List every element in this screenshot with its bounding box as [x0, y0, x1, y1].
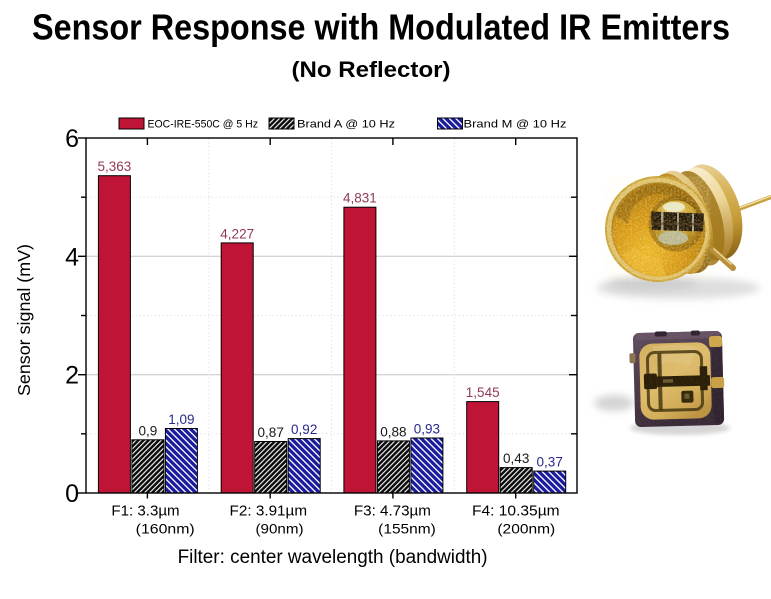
- svg-text:F1: 3.3µm: F1: 3.3µm: [111, 503, 179, 520]
- svg-text:0,87: 0,87: [258, 425, 284, 440]
- svg-text:Brand M @ 10 Hz: Brand M @ 10 Hz: [464, 119, 567, 131]
- svg-text:Sensor Response with Modulated: Sensor Response with Modulated IR Emitte…: [32, 7, 730, 48]
- svg-text:F2: 3.91µm: F2: 3.91µm: [230, 503, 308, 520]
- svg-text:6: 6: [65, 125, 79, 153]
- svg-text:0,37: 0,37: [537, 455, 563, 470]
- svg-text:(200nm): (200nm): [497, 521, 555, 537]
- svg-text:F3: 4.73µm: F3: 4.73µm: [354, 503, 431, 520]
- svg-text:(155nm): (155nm): [378, 521, 436, 537]
- svg-text:0,92: 0,92: [291, 422, 317, 437]
- svg-text:4,227: 4,227: [220, 226, 254, 241]
- svg-text:Brand A @ 10 Hz: Brand A @ 10 Hz: [297, 119, 395, 131]
- svg-text:2: 2: [65, 362, 79, 390]
- svg-text:EOC-IRE-550C @ 5 Hz: EOC-IRE-550C @ 5 Hz: [148, 119, 259, 131]
- svg-text:0: 0: [65, 480, 79, 508]
- svg-text:F4: 10.35µm: F4: 10.35µm: [472, 503, 560, 520]
- svg-text:1,545: 1,545: [466, 385, 500, 400]
- svg-text:(90nm): (90nm): [256, 521, 304, 537]
- svg-text:0,43: 0,43: [503, 451, 529, 466]
- svg-text:1,09: 1,09: [168, 412, 194, 427]
- svg-text:0,88: 0,88: [380, 424, 406, 439]
- svg-text:4,831: 4,831: [343, 191, 377, 206]
- svg-text:Filter: center wavelength (ban: Filter: center wavelength (bandwidth): [178, 547, 488, 568]
- svg-text:Sensor signal (mV): Sensor signal (mV): [14, 244, 34, 396]
- svg-text:4: 4: [65, 243, 79, 271]
- svg-text:(No Reflector): (No Reflector): [292, 57, 451, 82]
- svg-text:0,93: 0,93: [414, 422, 440, 437]
- svg-text:0,9: 0,9: [139, 423, 158, 438]
- svg-text:5,363: 5,363: [98, 159, 132, 174]
- svg-text:(160nm): (160nm): [136, 521, 195, 537]
